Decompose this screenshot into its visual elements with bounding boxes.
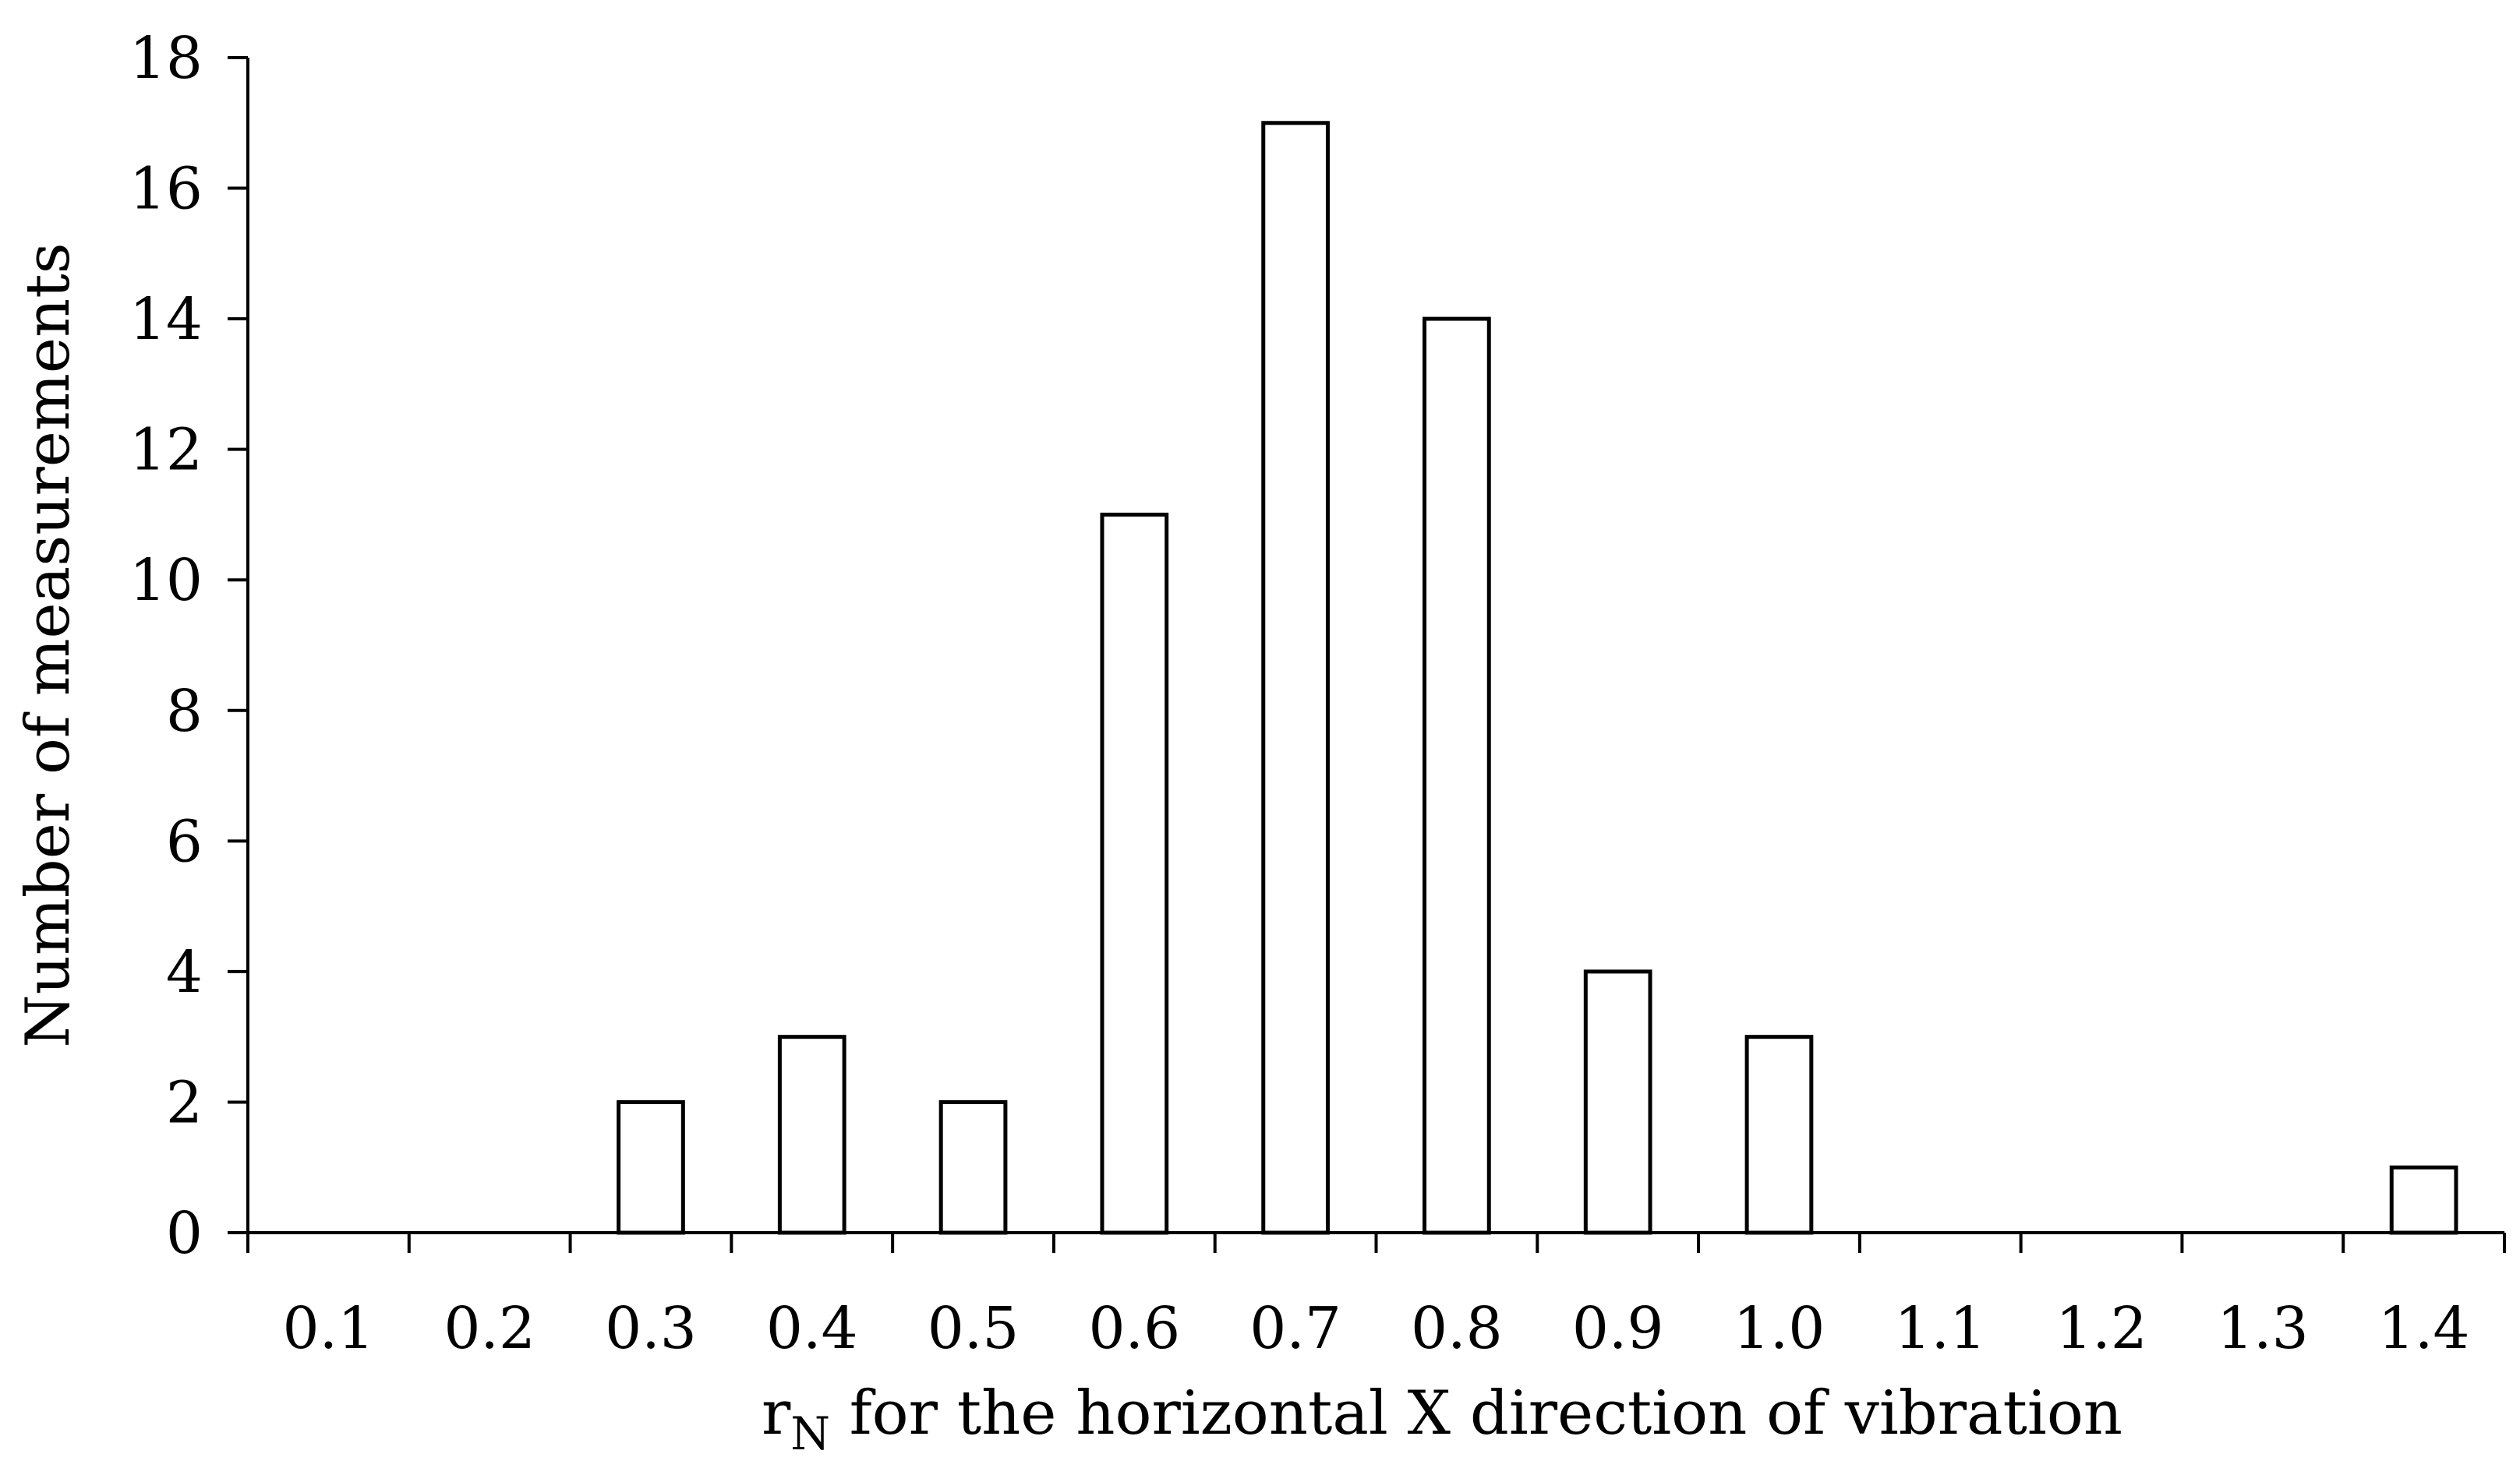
x-axis-title-subscript: N — [790, 1407, 830, 1460]
bars-layer — [617, 121, 2458, 1235]
x-tick-label-0.1: 0.1 — [283, 1295, 375, 1362]
labels-layer: 0 2 4 6 8 10 12 14 16 18 0.1 0.2 0.3 0.4 0.5 0.6 0.7 0.8 0… — [129, 25, 2470, 1362]
bar-0.9 — [1583, 969, 1652, 1235]
x-tick-label-0.3: 0.3 — [605, 1295, 697, 1362]
y-axis-title: Number of measurements — [13, 242, 83, 1047]
x-axis-title-main: r — [762, 1378, 791, 1449]
bar-1.4 — [2389, 1165, 2458, 1235]
y-tick-label-8: 8 — [166, 678, 203, 745]
bar-0.8 — [1423, 316, 1491, 1235]
y-tick-label-0: 0 — [166, 1200, 203, 1267]
x-tick-label-1.2: 1.2 — [2055, 1295, 2147, 1362]
x-tick-label-1.4: 1.4 — [2378, 1295, 2470, 1362]
x-tick-label-1.0: 1.0 — [1734, 1295, 1825, 1362]
y-tick-label-4: 4 — [166, 939, 203, 1006]
y-tick-label-2: 2 — [166, 1069, 203, 1136]
x-tick-label-0.8: 0.8 — [1411, 1295, 1503, 1362]
x-tick-label-0.7: 0.7 — [1249, 1295, 1341, 1362]
x-tick-label-0.6: 0.6 — [1088, 1295, 1180, 1362]
x-tick-label-1.3: 1.3 — [2217, 1295, 2309, 1362]
bar-0.4 — [777, 1035, 846, 1235]
x-tick-label-0.5: 0.5 — [928, 1295, 1020, 1362]
y-tick-label-6: 6 — [166, 808, 203, 875]
y-tick-label-12: 12 — [129, 417, 203, 484]
bar-0.5 — [938, 1099, 1008, 1235]
x-tick-label-0.2: 0.2 — [444, 1295, 535, 1362]
bar-0.6 — [1100, 512, 1169, 1235]
axes-layer — [228, 56, 2506, 1253]
y-tick-label-18: 18 — [129, 25, 203, 92]
y-tick-label-10: 10 — [129, 547, 203, 614]
bar-0.3 — [617, 1099, 685, 1235]
bar-1.0 — [1744, 1035, 1814, 1235]
x-axis-title-rest: for the horizontal X direction of vibrat… — [830, 1378, 2122, 1449]
bar-0.7 — [1261, 121, 1330, 1235]
x-tick-label-0.9: 0.9 — [1572, 1295, 1664, 1362]
x-tick-label-0.4: 0.4 — [766, 1295, 858, 1362]
y-tick-label-14: 14 — [129, 286, 203, 353]
x-axis-title: rN for the horizontal X direction of vib… — [762, 1378, 2122, 1460]
x-tick-label-1.1: 1.1 — [1894, 1295, 1986, 1362]
y-tick-label-16: 16 — [129, 156, 203, 223]
